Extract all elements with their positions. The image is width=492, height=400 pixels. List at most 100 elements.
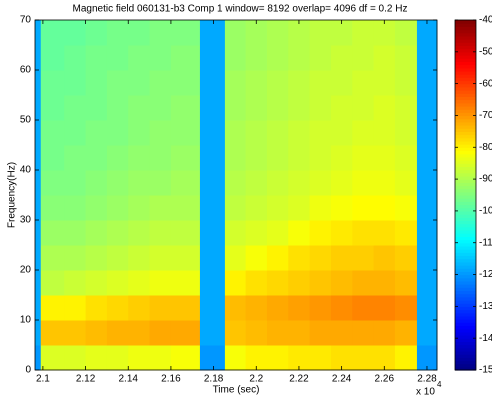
colorbar-swatch [455,325,476,330]
colorbar-swatch [455,322,476,327]
heatmap-cell [35,320,42,346]
heatmap-cell [106,345,129,371]
heatmap-cell [128,45,151,71]
heatmap-cell [416,220,438,246]
colorbar-swatch [455,29,476,34]
colorbar-swatch [455,121,476,126]
heatmap-cell [266,195,289,221]
colorbar-swatch [455,214,476,218]
heatmap-cell [85,195,108,221]
heatmap-cell [40,70,65,96]
colorbar-swatch [455,150,476,155]
heatmap-cell [416,20,438,46]
heatmap-cell [266,95,289,121]
heatmap-cell [288,295,311,321]
x-tick-label: 2.14 [119,374,139,385]
heatmap-cell [170,120,201,146]
heatmap-cell [394,170,418,196]
heatmap-cell [85,345,108,371]
heatmap-cell [416,70,438,96]
heatmap-cell [149,145,172,171]
heatmap-cell [373,270,396,296]
heatmap-cell [106,320,129,346]
heatmap-cell [106,195,129,221]
y-tick-label: 0 [25,365,31,376]
heatmap-cell [170,245,201,271]
heatmap-cell [224,195,247,221]
colorbar-swatch [455,172,476,177]
heatmap-cell [330,70,353,96]
heatmap-cell [245,220,268,246]
heatmap-cell [35,20,42,46]
plot-frame [34,19,438,371]
heatmap-cell [128,145,151,171]
colorbar-swatch [455,195,476,199]
heatmap-cell [199,145,226,171]
colorbar-tick-label: -80 [479,142,492,153]
colorbar-swatch [455,274,476,279]
heatmap-cell [199,195,226,221]
heatmap-cell [352,295,375,321]
colorbar-swatch [455,331,476,336]
colorbar-swatch [455,45,476,50]
colorbar-swatch [455,280,476,285]
heatmap-cell [394,245,418,271]
heatmap-cell [64,70,87,96]
colorbar-swatch [455,70,476,75]
heatmap-cell [64,145,87,171]
heatmap-cell [128,120,151,146]
colorbar-swatch [455,255,476,260]
heatmap-cell [288,145,311,171]
colorbar-swatch [455,341,476,346]
colorbar-swatch [455,74,476,78]
heatmap-cell [199,120,226,146]
heatmap-cell [199,245,226,271]
colorbar-swatch [455,128,476,132]
heatmap-cell [224,45,247,71]
heatmap-cell [416,170,438,196]
heatmap-cell [40,145,65,171]
colorbar-swatch [455,61,476,66]
colorbar-swatch [455,312,476,317]
heatmap-cell [245,20,268,46]
heatmap-cell [35,45,42,71]
colorbar-swatch [455,357,476,362]
colorbar-swatch [455,67,476,72]
heatmap-cell [149,195,172,221]
colorbar-swatch [455,35,476,40]
heatmap-cell [245,245,268,271]
heatmap-cell [330,270,353,296]
heatmap-cell [64,270,87,296]
heatmap-cell [309,220,332,246]
heatmap-cell [394,270,418,296]
heatmap-cell [330,295,353,321]
heatmap-cell [35,295,42,321]
heatmap-cell [288,320,311,346]
heatmap-cell [330,95,353,121]
colorbar-tick-label: -130 [479,301,492,312]
colorbar-swatch [455,338,476,342]
colorbar-swatch [455,233,476,237]
heatmap-cell [149,245,172,271]
heatmap-cell [149,120,172,146]
heatmap-cell [373,20,396,46]
heatmap-cell [309,345,332,371]
heatmap-cell [149,45,172,71]
heatmap-cell [266,345,289,371]
heatmap-cell [106,170,129,196]
heatmap-cell [64,195,87,221]
heatmap-cell [170,320,201,346]
heatmap-cell [330,170,353,196]
heatmap-cell [266,45,289,71]
heatmap-cell [170,195,201,221]
heatmap-cell [128,345,151,371]
colorbar-swatch [455,83,476,88]
heatmap-cell [199,45,226,71]
heatmap-cell [224,220,247,246]
colorbar-swatch [455,258,476,263]
colorbar-swatch [455,300,476,304]
heatmap-cell [199,345,226,371]
colorbar-tick-label: -40 [479,15,492,26]
heatmap-cell [199,295,226,321]
heatmap-cell [170,270,201,296]
